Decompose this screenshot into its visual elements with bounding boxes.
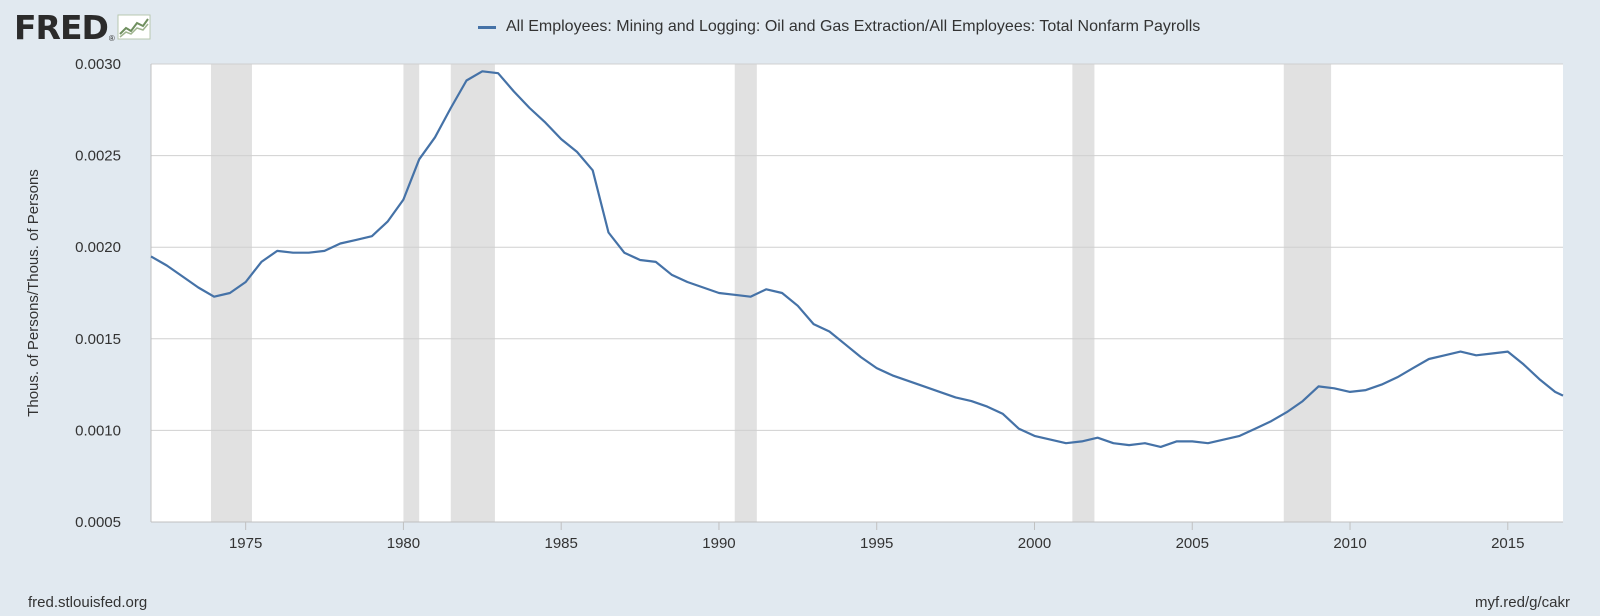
x-tick-label: 2005 <box>1176 535 1209 552</box>
x-tick-label: 2000 <box>1018 535 1051 552</box>
y-tick-label: 0.0030 <box>75 56 121 73</box>
series-line <box>150 70 1564 448</box>
chart-legend: All Employees: Mining and Logging: Oil a… <box>478 18 1200 36</box>
y-tick-label: 0.0020 <box>75 239 121 256</box>
y-tick-label: 0.0010 <box>75 422 121 439</box>
y-tick-label: 0.0015 <box>75 331 121 348</box>
recession-band <box>1283 64 1332 522</box>
fred-logo-text: FRED <box>14 8 109 47</box>
registered-mark: ® <box>108 34 115 43</box>
short-url-link[interactable]: myf.red/g/cakr <box>1474 594 1570 611</box>
x-tick-label: 1985 <box>545 535 578 552</box>
source-link[interactable]: fred.stlouisfed.org <box>28 594 148 611</box>
x-tick-label: 1990 <box>702 535 735 552</box>
x-tick-label: 1980 <box>387 535 420 552</box>
recession-band <box>734 64 757 522</box>
fred-chart-logo-icon <box>117 14 151 45</box>
x-tick-label: 1975 <box>229 535 262 552</box>
x-tick-label: 1995 <box>860 535 893 552</box>
legend-series-label: All Employees: Mining and Logging: Oil a… <box>506 18 1201 35</box>
x-tick-label: 2015 <box>1491 535 1524 552</box>
y-tick-label: 0.0005 <box>75 514 121 531</box>
y-axis-label: Thous. of Persons/Thous. of Persons <box>25 169 42 417</box>
fred-logo[interactable]: FRED ® <box>14 8 151 48</box>
x-tick-label: 2010 <box>1333 535 1366 552</box>
recession-band <box>1072 64 1095 522</box>
y-tick-label: 0.0025 <box>75 148 121 165</box>
plot-area <box>151 64 1563 522</box>
legend-line-swatch <box>478 25 496 29</box>
recession-band <box>450 64 495 522</box>
recession-band <box>403 64 420 522</box>
